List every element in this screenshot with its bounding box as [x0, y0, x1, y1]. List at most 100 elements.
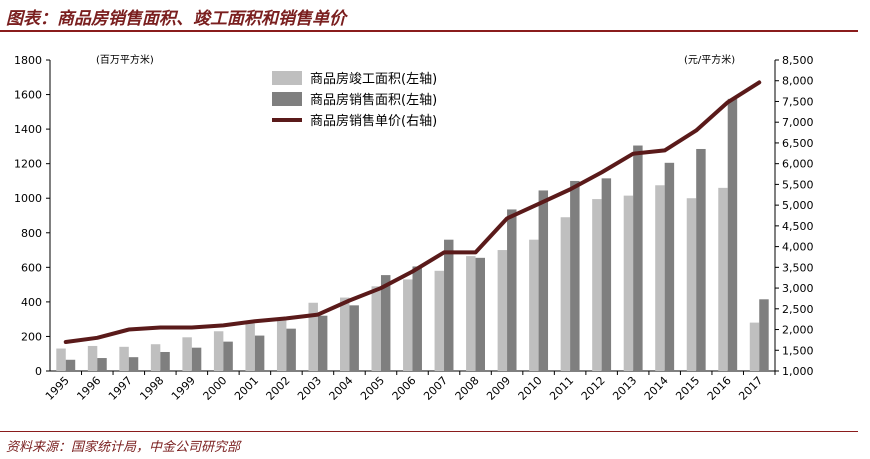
completed-area-bar: [245, 323, 255, 371]
price-line: [63, 80, 762, 344]
x-tick-label: 2008: [453, 374, 482, 403]
sales-area-bar: [727, 98, 738, 371]
x-tick-label: 2010: [516, 374, 545, 403]
right-axis-unit: (元/平方米): [684, 53, 735, 66]
completed-area-bar: [686, 198, 697, 371]
sales-area-bar: [538, 190, 549, 371]
sales-area-bar: [160, 351, 170, 371]
completed-area-bar: [182, 337, 192, 371]
left-tick-label: 0: [35, 365, 42, 378]
right-tick-label: 7,500: [782, 95, 814, 108]
sales-area-bar: [128, 357, 139, 371]
completed-area-bar: [434, 270, 445, 371]
left-tick-label: 1400: [14, 123, 42, 136]
completed-area-bar: [403, 279, 413, 371]
right-tick-label: 5,000: [782, 199, 814, 212]
x-tick-label: 2003: [295, 374, 324, 403]
left-tick-label: 800: [21, 227, 42, 240]
completed-area-bar: [87, 345, 98, 371]
x-tick-label: 2017: [736, 374, 765, 403]
right-tick-label: 2,500: [782, 303, 814, 316]
completed-area-bar: [749, 322, 760, 371]
x-tick-label: 1999: [169, 374, 198, 403]
completed-area-bar: [340, 297, 350, 371]
right-tick-label: 4,000: [782, 241, 814, 254]
x-tick-label: 2014: [642, 374, 671, 403]
sales-area-bar: [191, 347, 202, 371]
x-tick-labels: 1995 1996 1997 1998 1999 2000 2001 2002 2003 2004…: [43, 374, 765, 403]
x-tick-label: 2013: [610, 374, 639, 403]
sales-area-bar: [286, 328, 296, 371]
right-tick-label: 8,000: [782, 75, 814, 88]
sales-area-bar: [65, 359, 76, 371]
completed-area-bar: [371, 286, 381, 371]
x-tick-label: 2006: [390, 374, 419, 403]
x-tick-label: 2001: [232, 374, 261, 403]
legend-label: 商品房销售单价(右轴): [310, 113, 437, 129]
completed-area-bar: [276, 319, 287, 371]
left-tick-label: 400: [21, 296, 42, 309]
x-tick-label: 2011: [547, 374, 576, 403]
legend: 商品房竣工面积(左轴) 商品房销售面积(左轴) 商品房销售单价(右轴): [272, 71, 437, 129]
right-tick-label: 5,500: [782, 178, 814, 191]
sales-area-bar: [317, 315, 328, 371]
x-tick-label: 2002: [264, 374, 293, 403]
x-tick-label: 2004: [327, 374, 356, 403]
x-tick-label: 1997: [106, 374, 135, 403]
completed-area-bar: [655, 185, 665, 371]
sales-area-bar: [380, 275, 391, 371]
sales-area-bar: [601, 178, 612, 371]
right-tick-label: 8,500: [782, 54, 814, 67]
sales-area-bar: [349, 305, 359, 371]
sales-area-bar: [507, 209, 517, 371]
x-tick-label: 2007: [421, 374, 450, 403]
completed-area-bar: [592, 199, 602, 371]
right-tick-label: 3,000: [782, 282, 814, 295]
sales-area-bar: [475, 257, 485, 371]
sales-area-bar: [254, 335, 265, 371]
completed-area-bar: [497, 250, 508, 371]
right-tick-label: 6,000: [782, 158, 814, 171]
completed-area-bar: [623, 195, 634, 371]
left-tick-label: 600: [21, 261, 42, 274]
completed-area-bar: [150, 344, 161, 371]
completed-area-bar: [718, 187, 728, 371]
top-divider: [0, 30, 858, 32]
right-tick-label: 7,000: [782, 116, 814, 129]
right-tick-label: 1,000: [782, 365, 814, 378]
right-tick-label: 1,500: [782, 344, 814, 357]
x-tick-label: 1998: [137, 374, 166, 403]
legend-label: 商品房竣工面积(左轴): [310, 71, 437, 87]
completed-area-bar: [560, 217, 571, 371]
x-tick-label: 2000: [200, 374, 229, 403]
price-series-line: [63, 80, 762, 344]
sales-area-bar: [97, 358, 107, 371]
bottom-divider: [0, 431, 858, 432]
x-tick-label: 2015: [673, 374, 702, 403]
left-tick-label: 1800: [14, 54, 42, 67]
x-tick-label: 2005: [358, 374, 387, 403]
sales-area-bar: [570, 180, 580, 371]
sales-area-bar: [223, 341, 233, 371]
right-tick-label: 6,500: [782, 137, 814, 150]
completed-area-bar: [308, 302, 318, 371]
x-tick-label: 2012: [579, 374, 608, 403]
page-title: 图表：商品房销售面积、竣工面积和销售单价: [6, 9, 346, 29]
sales-area-bar: [412, 266, 422, 371]
legend-label: 商品房销售面积(左轴): [310, 92, 437, 108]
right-tick-label: 3,500: [782, 261, 814, 274]
sales-area-bar: [664, 162, 675, 371]
completed-area-bar: [119, 346, 129, 371]
source-note: 资料来源：国家统计局，中金公司研究部: [6, 440, 241, 455]
right-tick-label: 2,000: [782, 324, 814, 337]
sales-area-bar: [633, 145, 643, 371]
completed-area-bar: [466, 256, 476, 371]
completed-area-bar: [529, 239, 539, 371]
left-tick-label: 1000: [14, 192, 42, 205]
completed-area-bar: [213, 331, 224, 371]
left-tick-label: 1600: [14, 89, 42, 102]
sales-area-bar: [759, 299, 769, 371]
x-tick-label: 2009: [484, 374, 513, 403]
left-axis-unit: (百万平方米): [96, 53, 154, 66]
